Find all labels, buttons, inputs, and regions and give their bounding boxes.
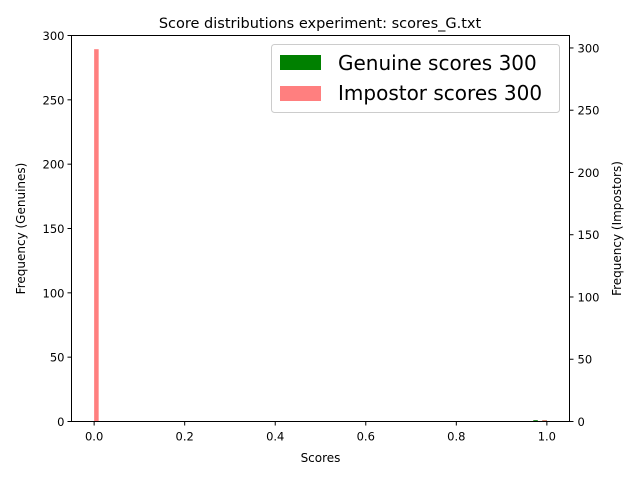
left-y-tick-label: 250 [43,93,65,107]
genuine-histogram-bar-0 [533,420,538,422]
legend-box [271,44,560,113]
left-y-tick-label: 150 [43,222,65,236]
left-y-tick-label: 200 [43,158,65,172]
legend-swatch-impostor [280,86,321,101]
x-tick-label: 0.0 [85,430,103,444]
left-y-tick-label: 0 [57,415,64,429]
right-y-tick-label: 100 [578,290,600,304]
impostor-histogram-bar-0 [94,49,99,422]
x-tick-label: 1.0 [538,430,556,444]
bars-layer [94,49,547,422]
x-axis-ticks: 0.0 0.2 0.4 0.6 0.8 1.0 [85,421,556,444]
x-axis-label: Scores [301,451,341,465]
x-tick-label: 0.2 [176,430,194,444]
right-y-axis-label: Frequency (Impostors) [610,161,624,296]
x-tick-label: 0.6 [357,430,375,444]
legend-label-impostor: Impostor scores 300 [338,81,542,105]
x-tick-label: 0.4 [266,430,284,444]
x-tick-label: 0.8 [447,430,465,444]
legend-label-genuine: Genuine scores 300 [338,51,537,75]
right-y-tick-label: 50 [578,353,593,367]
left-y-axis-ticks: 0 50 100 150 200 250 300 [43,29,72,429]
chart-title: Score distributions experiment: scores_G… [159,16,482,32]
legend-swatch-genuine [280,55,321,70]
impostor-histogram-bar-1 [542,420,547,422]
right-y-axis-ticks: 0 50 100 150 200 250 300 [569,41,600,429]
right-y-tick-label: 150 [578,228,600,242]
right-y-tick-label: 300 [578,41,600,55]
left-y-tick-label: 300 [43,29,65,43]
legend: Genuine scores 300 Impostor scores 300 [271,44,560,113]
right-y-tick-label: 200 [578,166,600,180]
left-y-axis-label: Frequency (Genuines) [14,163,28,295]
left-y-tick-label: 50 [50,351,65,365]
left-y-tick-label: 100 [43,286,65,300]
right-y-tick-label: 0 [578,415,585,429]
right-y-tick-label: 250 [578,104,600,118]
